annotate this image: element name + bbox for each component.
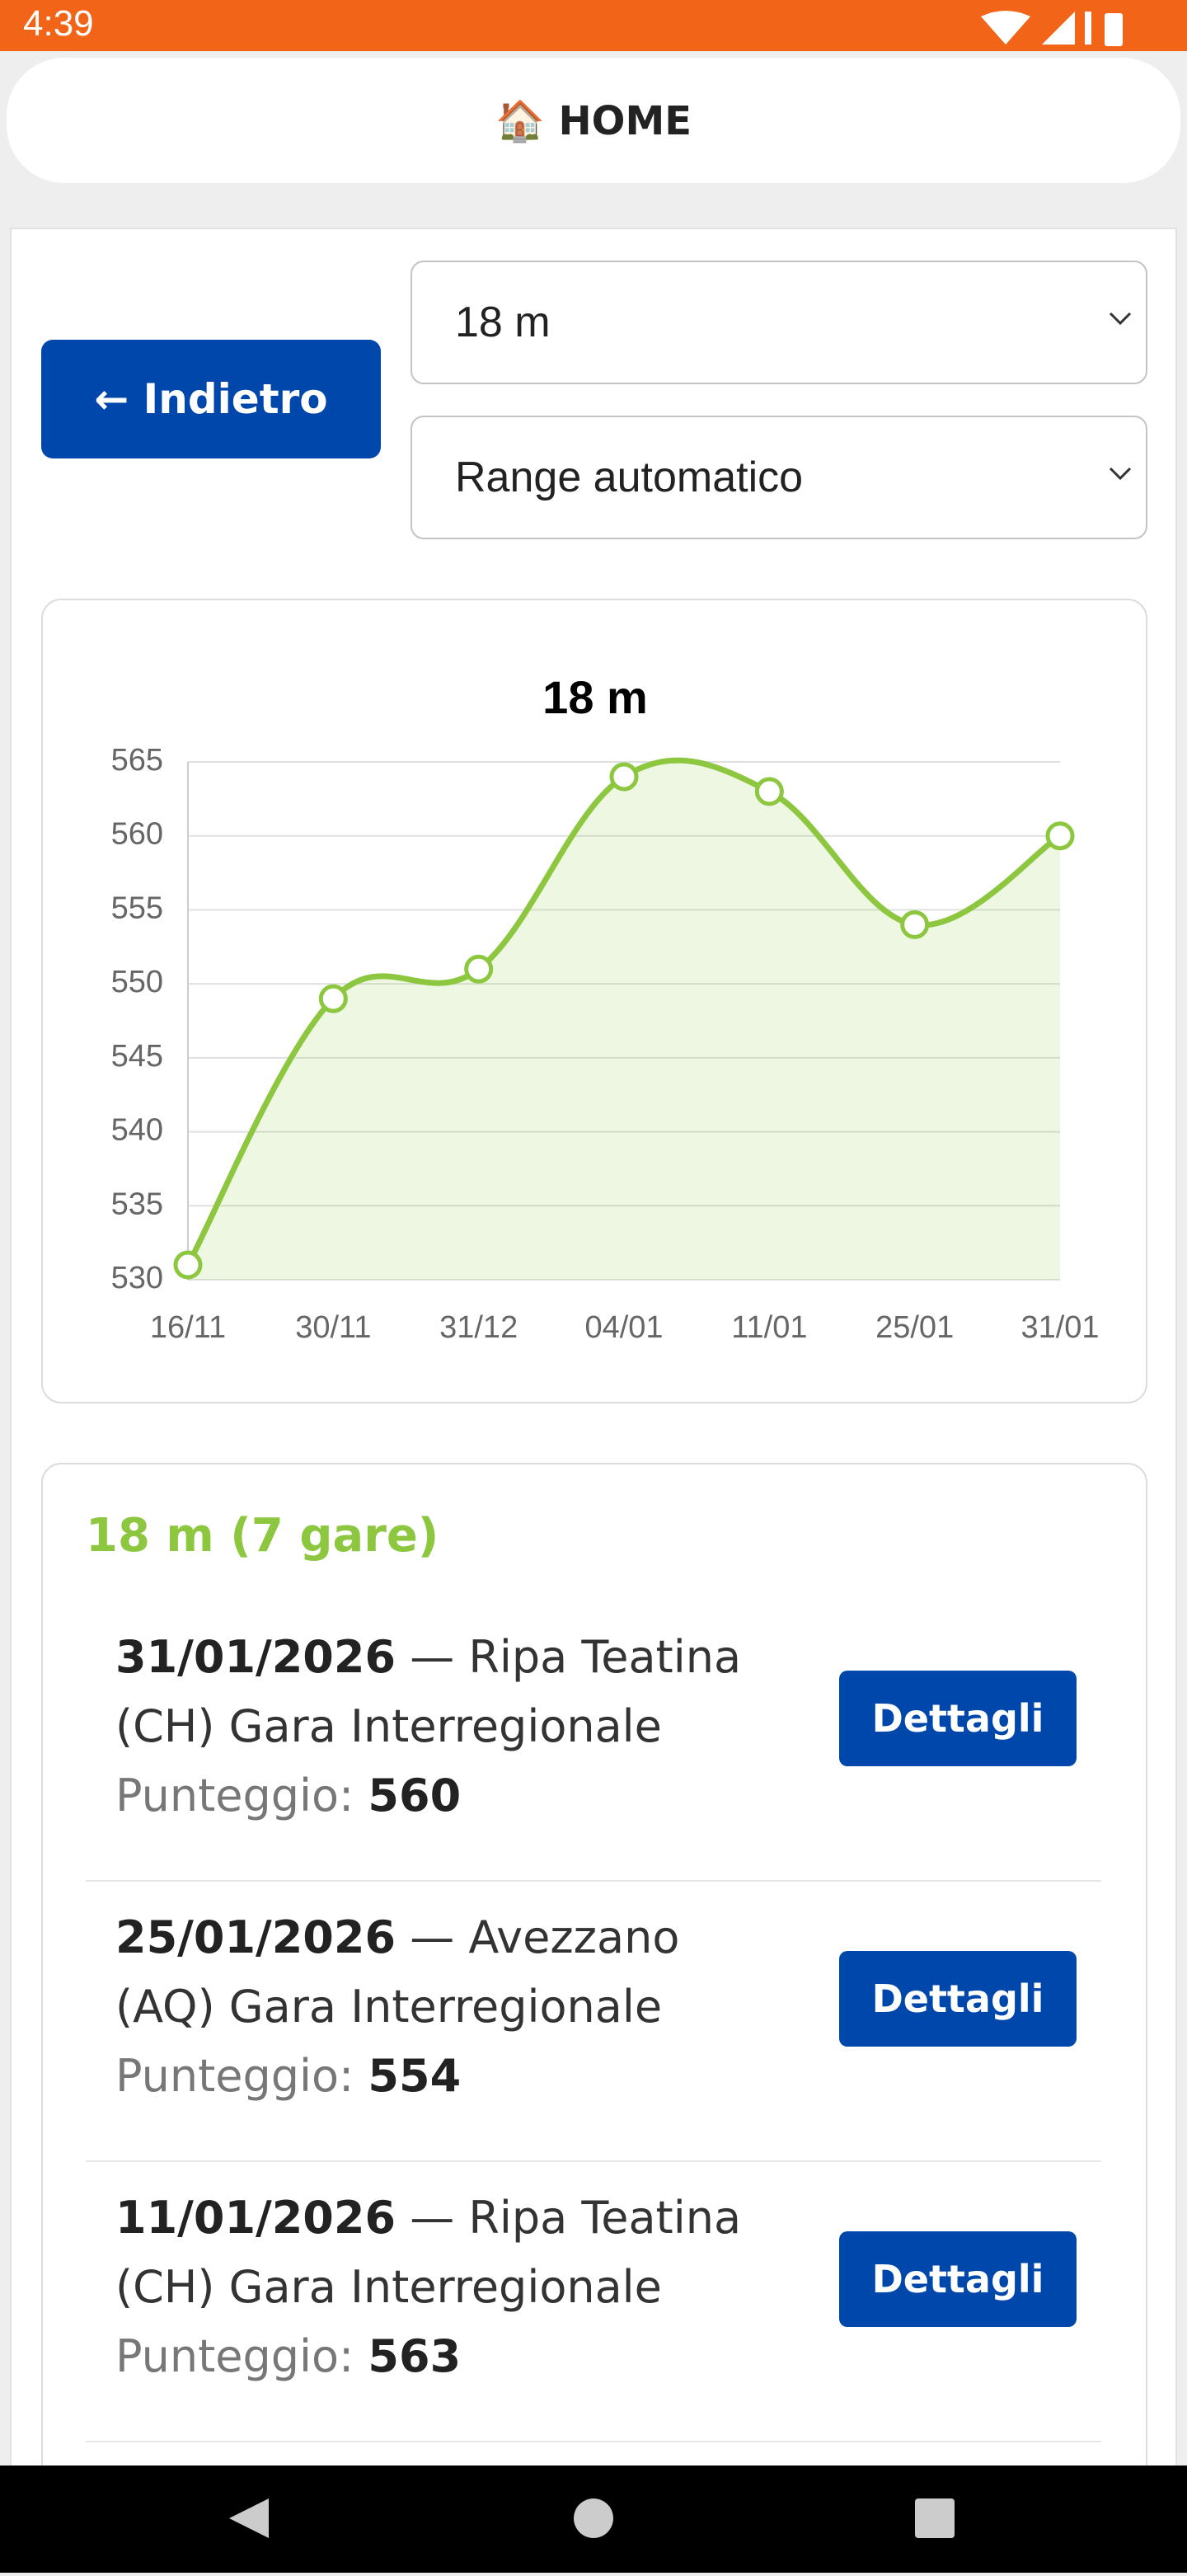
point	[464, 954, 494, 984]
race-place: — Ripa Teatina (CH) Gara Interregionale	[115, 1631, 742, 1752]
point	[173, 1250, 203, 1280]
y-tick-label: 545	[111, 1039, 163, 1074]
race-date: 11/01/2026	[115, 2192, 396, 2244]
race-item: 11/01/2026 — Ripa Teatina (CH) Gara Inte…	[86, 2162, 1101, 2442]
details-button[interactable]: Dettagli	[839, 1951, 1077, 2047]
distance-select[interactable]: 18 m	[411, 261, 1147, 384]
nav-bar	[0, 2466, 1187, 2573]
content-card	[10, 228, 1177, 2503]
chevron	[1109, 467, 1132, 481]
details-button[interactable]: Dettagli	[839, 1671, 1077, 1766]
race-place: — Ripa Teatina (CH) Gara Interregionale	[115, 2192, 742, 2313]
score-label: Punteggio:	[115, 2050, 354, 2102]
race-item: 25/01/2026 — Avezzano (AQ) Gara Interreg…	[86, 1882, 1101, 2162]
x-tick-label: 25/01	[875, 1310, 954, 1345]
point	[754, 777, 784, 806]
race-place: — Avezzano (AQ) Gara Interregionale	[115, 1911, 680, 2033]
nav-home[interactable]	[574, 2498, 613, 2538]
y-tick-label: 560	[111, 817, 163, 852]
clock: 4:39	[23, 3, 94, 44]
point	[609, 762, 639, 792]
chart: 18 m 530 535 540 545 550 555 560 565 16/11 30/11 3…	[111, 671, 1100, 1345]
point	[900, 910, 930, 939]
y-tick-label: 550	[111, 965, 163, 999]
score: 554	[368, 2050, 462, 2102]
y-tick-label: 530	[111, 1261, 163, 1295]
x-tick-label: 16/11	[150, 1310, 226, 1345]
chart-title: 18 m	[542, 671, 648, 723]
area	[188, 760, 1060, 1280]
range-select[interactable]: Range automatico	[411, 416, 1147, 539]
x-tick-label: 31/12	[439, 1310, 518, 1345]
race-desc: 25/01/2026 — Avezzano (AQ) Gara Interreg…	[115, 1903, 791, 2111]
nav-icons	[229, 2498, 955, 2538]
race-date: 25/01/2026	[115, 1911, 396, 1963]
point	[1045, 821, 1075, 851]
x-tick-label: 11/01	[731, 1310, 807, 1345]
race-desc: 31/01/2026 — Ripa Teatina (CH) Gara Inte…	[115, 1623, 791, 1831]
details-button[interactable]: Dettagli	[839, 2231, 1077, 2327]
race-item: 31/01/2026 — Ripa Teatina (CH) Gara Inte…	[86, 1601, 1101, 1882]
nav-recent[interactable]	[915, 2498, 955, 2538]
chevron	[1109, 312, 1132, 326]
select-value: 18 m	[455, 298, 551, 346]
race-date: 31/01/2026	[115, 1631, 396, 1683]
x-tick-label: 30/11	[295, 1310, 371, 1345]
score-label: Punteggio:	[115, 1770, 354, 1822]
status-bar: 4:39	[0, 0, 1187, 51]
chart-card: 18 m 530 535 540 545 550 555 560 565 16/11 30/11 3…	[41, 599, 1147, 1403]
list-title: 18 m (7 gare)	[86, 1509, 439, 1563]
score-label: Punteggio:	[115, 2330, 354, 2382]
y-tick-label: 535	[111, 1187, 163, 1221]
score: 560	[368, 1770, 462, 1822]
header[interactable]: 🏠 HOME	[7, 58, 1180, 183]
status-icons	[981, 11, 1123, 46]
y-tick-label: 565	[111, 743, 163, 778]
score: 563	[368, 2330, 462, 2382]
x-tick-label: 04/01	[584, 1310, 663, 1345]
nav-back[interactable]	[229, 2498, 269, 2538]
x-tick-label: 31/01	[1020, 1310, 1099, 1345]
race-desc: 11/01/2026 — Ripa Teatina (CH) Gara Inte…	[115, 2183, 791, 2391]
y-tick-label: 540	[111, 1113, 163, 1148]
point	[318, 984, 348, 1013]
select-value: Range automatico	[455, 454, 804, 501]
y-tick-label: 555	[111, 891, 163, 925]
back-button[interactable]: ← Indietro	[41, 340, 381, 458]
